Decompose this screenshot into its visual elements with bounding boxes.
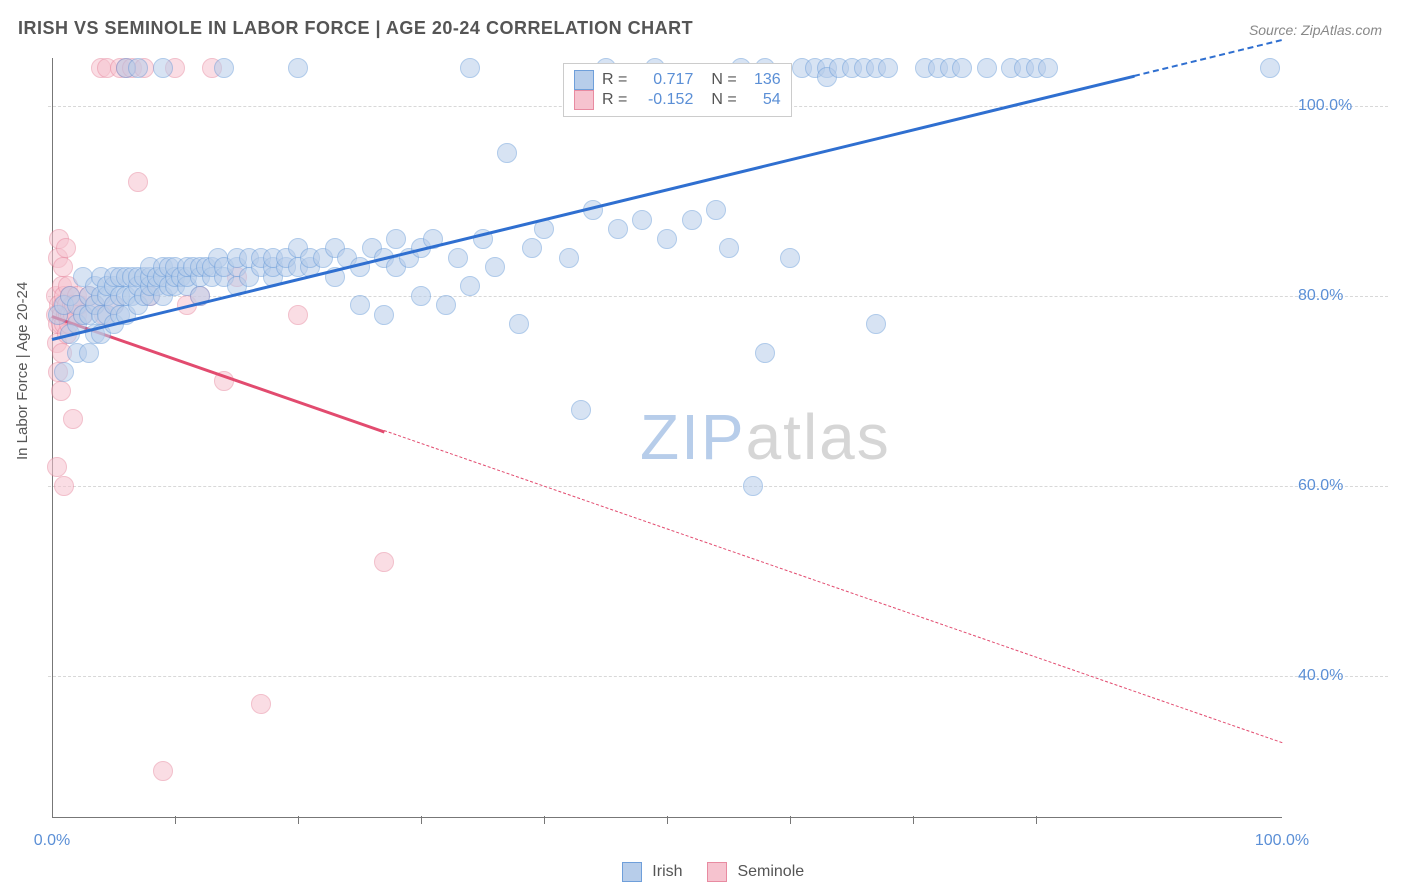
scatter-point-irish bbox=[485, 257, 505, 277]
scatter-point-irish bbox=[509, 314, 529, 334]
y-tick-label: 80.0% bbox=[1298, 287, 1368, 305]
scatter-point-irish bbox=[682, 210, 702, 230]
scatter-point-irish bbox=[755, 343, 775, 363]
grid-line bbox=[48, 296, 1388, 297]
scatter-point-seminole bbox=[56, 238, 76, 258]
scatter-point-irish bbox=[497, 143, 517, 163]
scatter-point-irish bbox=[79, 343, 99, 363]
scatter-point-seminole bbox=[63, 409, 83, 429]
scatter-point-irish bbox=[706, 200, 726, 220]
scatter-point-irish bbox=[350, 295, 370, 315]
scatter-point-irish bbox=[719, 238, 739, 258]
y-axis-label: In Labor Force | Age 20-24 bbox=[14, 282, 31, 460]
scatter-point-irish bbox=[288, 58, 308, 78]
scatter-point-seminole bbox=[47, 457, 67, 477]
x-tick bbox=[790, 816, 791, 824]
source-label: Source: ZipAtlas.com bbox=[1249, 22, 1382, 38]
x-tick-label: 100.0% bbox=[1255, 832, 1309, 850]
x-tick-label: 0.0% bbox=[34, 832, 70, 850]
scatter-point-seminole bbox=[51, 381, 71, 401]
scatter-point-irish bbox=[878, 58, 898, 78]
legend-bar: Irish Seminole bbox=[0, 862, 1406, 882]
scatter-point-seminole bbox=[53, 257, 73, 277]
scatter-point-irish bbox=[977, 58, 997, 78]
scatter-point-seminole bbox=[251, 694, 271, 714]
y-tick-label: 60.0% bbox=[1298, 477, 1368, 495]
scatter-point-irish bbox=[436, 295, 456, 315]
scatter-point-irish bbox=[411, 286, 431, 306]
scatter-point-irish bbox=[1260, 58, 1280, 78]
scatter-point-irish bbox=[743, 476, 763, 496]
scatter-point-seminole bbox=[54, 476, 74, 496]
x-tick bbox=[667, 816, 668, 824]
scatter-point-irish bbox=[153, 58, 173, 78]
legend-label-irish: Irish bbox=[652, 863, 682, 880]
scatter-point-irish bbox=[448, 248, 468, 268]
x-tick bbox=[298, 816, 299, 824]
x-tick bbox=[421, 816, 422, 824]
x-tick bbox=[175, 816, 176, 824]
legend-swatch-irish bbox=[622, 862, 642, 882]
scatter-point-irish bbox=[780, 248, 800, 268]
scatter-point-irish bbox=[571, 400, 591, 420]
scatter-point-irish bbox=[386, 229, 406, 249]
scatter-point-irish bbox=[559, 248, 579, 268]
scatter-point-seminole bbox=[288, 305, 308, 325]
x-tick bbox=[1036, 816, 1037, 824]
x-tick bbox=[544, 816, 545, 824]
scatter-point-seminole bbox=[153, 761, 173, 781]
scatter-point-irish bbox=[460, 58, 480, 78]
scatter-point-seminole bbox=[128, 172, 148, 192]
legend-label-seminole: Seminole bbox=[737, 863, 804, 880]
scatter-point-irish bbox=[608, 219, 628, 239]
y-tick-label: 40.0% bbox=[1298, 667, 1368, 685]
chart-area: 40.0%60.0%80.0%100.0%0.0%100.0% bbox=[52, 58, 1282, 818]
scatter-point-irish bbox=[128, 58, 148, 78]
trend-line-seminole-dashed bbox=[384, 430, 1282, 743]
scatter-point-irish bbox=[952, 58, 972, 78]
y-tick-label: 100.0% bbox=[1298, 97, 1368, 115]
scatter-point-irish bbox=[866, 314, 886, 334]
scatter-point-seminole bbox=[374, 552, 394, 572]
scatter-point-irish bbox=[1038, 58, 1058, 78]
scatter-point-irish bbox=[522, 238, 542, 258]
scatter-point-irish bbox=[54, 362, 74, 382]
grid-line bbox=[48, 486, 1388, 487]
scatter-point-irish bbox=[460, 276, 480, 296]
scatter-point-irish bbox=[214, 58, 234, 78]
scatter-point-irish bbox=[657, 229, 677, 249]
chart-title: IRISH VS SEMINOLE IN LABOR FORCE | AGE 2… bbox=[18, 18, 693, 39]
y-axis bbox=[52, 58, 53, 818]
grid-line bbox=[48, 676, 1388, 677]
scatter-point-irish bbox=[632, 210, 652, 230]
legend-swatch-seminole bbox=[707, 862, 727, 882]
scatter-point-irish bbox=[374, 305, 394, 325]
stats-legend-box: R =0.717N =136R =-0.152N =54 bbox=[563, 63, 792, 117]
x-tick bbox=[913, 816, 914, 824]
